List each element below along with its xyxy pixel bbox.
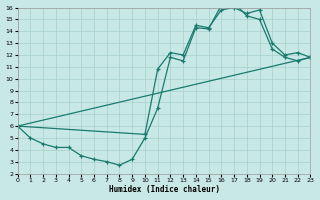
- X-axis label: Humidex (Indice chaleur): Humidex (Indice chaleur): [108, 185, 220, 194]
